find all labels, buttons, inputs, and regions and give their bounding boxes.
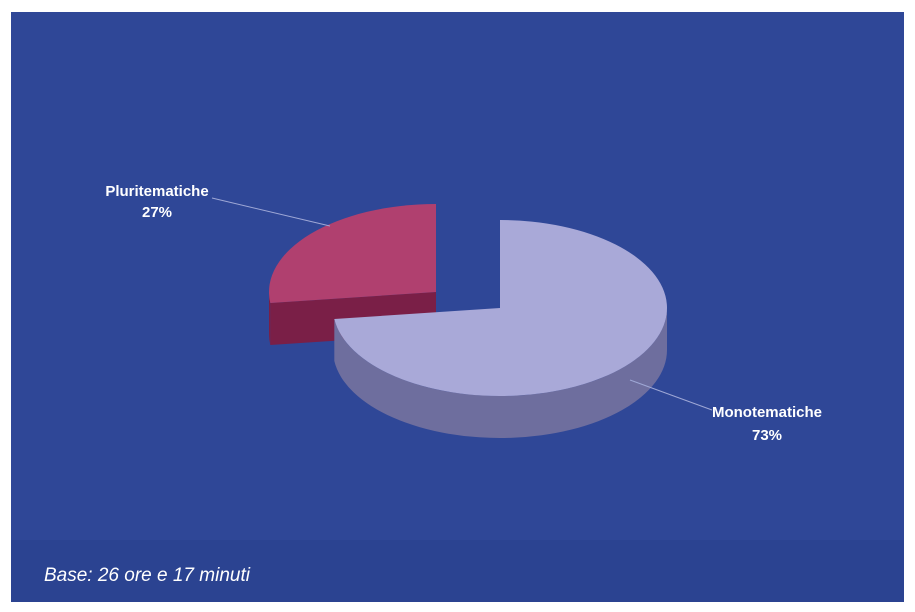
leader-line-monotematiche: [629, 379, 713, 411]
slice-label-monotematiche-name: Monotematiche: [712, 404, 822, 421]
base-footnote: Base: 26 ore e 17 minuti: [44, 565, 250, 586]
chart-background: [11, 12, 904, 602]
slice-label-pluritematiche-name: Pluritematiche: [105, 183, 208, 200]
footnote-band: [11, 540, 904, 602]
slice-side-pluritematiche: [269, 292, 271, 346]
leader-line-pluritematiche: [211, 197, 331, 227]
slice-side-monotematiche: [334, 308, 667, 439]
leader-lines: [211, 197, 713, 411]
pie-slices: [268, 204, 668, 439]
slice-label-pluritematiche-value: 27%: [142, 204, 172, 221]
slice-top-pluritematiche: [268, 204, 436, 304]
slice-label-monotematiche-value: 73%: [752, 427, 782, 444]
slice-top-monotematiche: [334, 220, 668, 396]
